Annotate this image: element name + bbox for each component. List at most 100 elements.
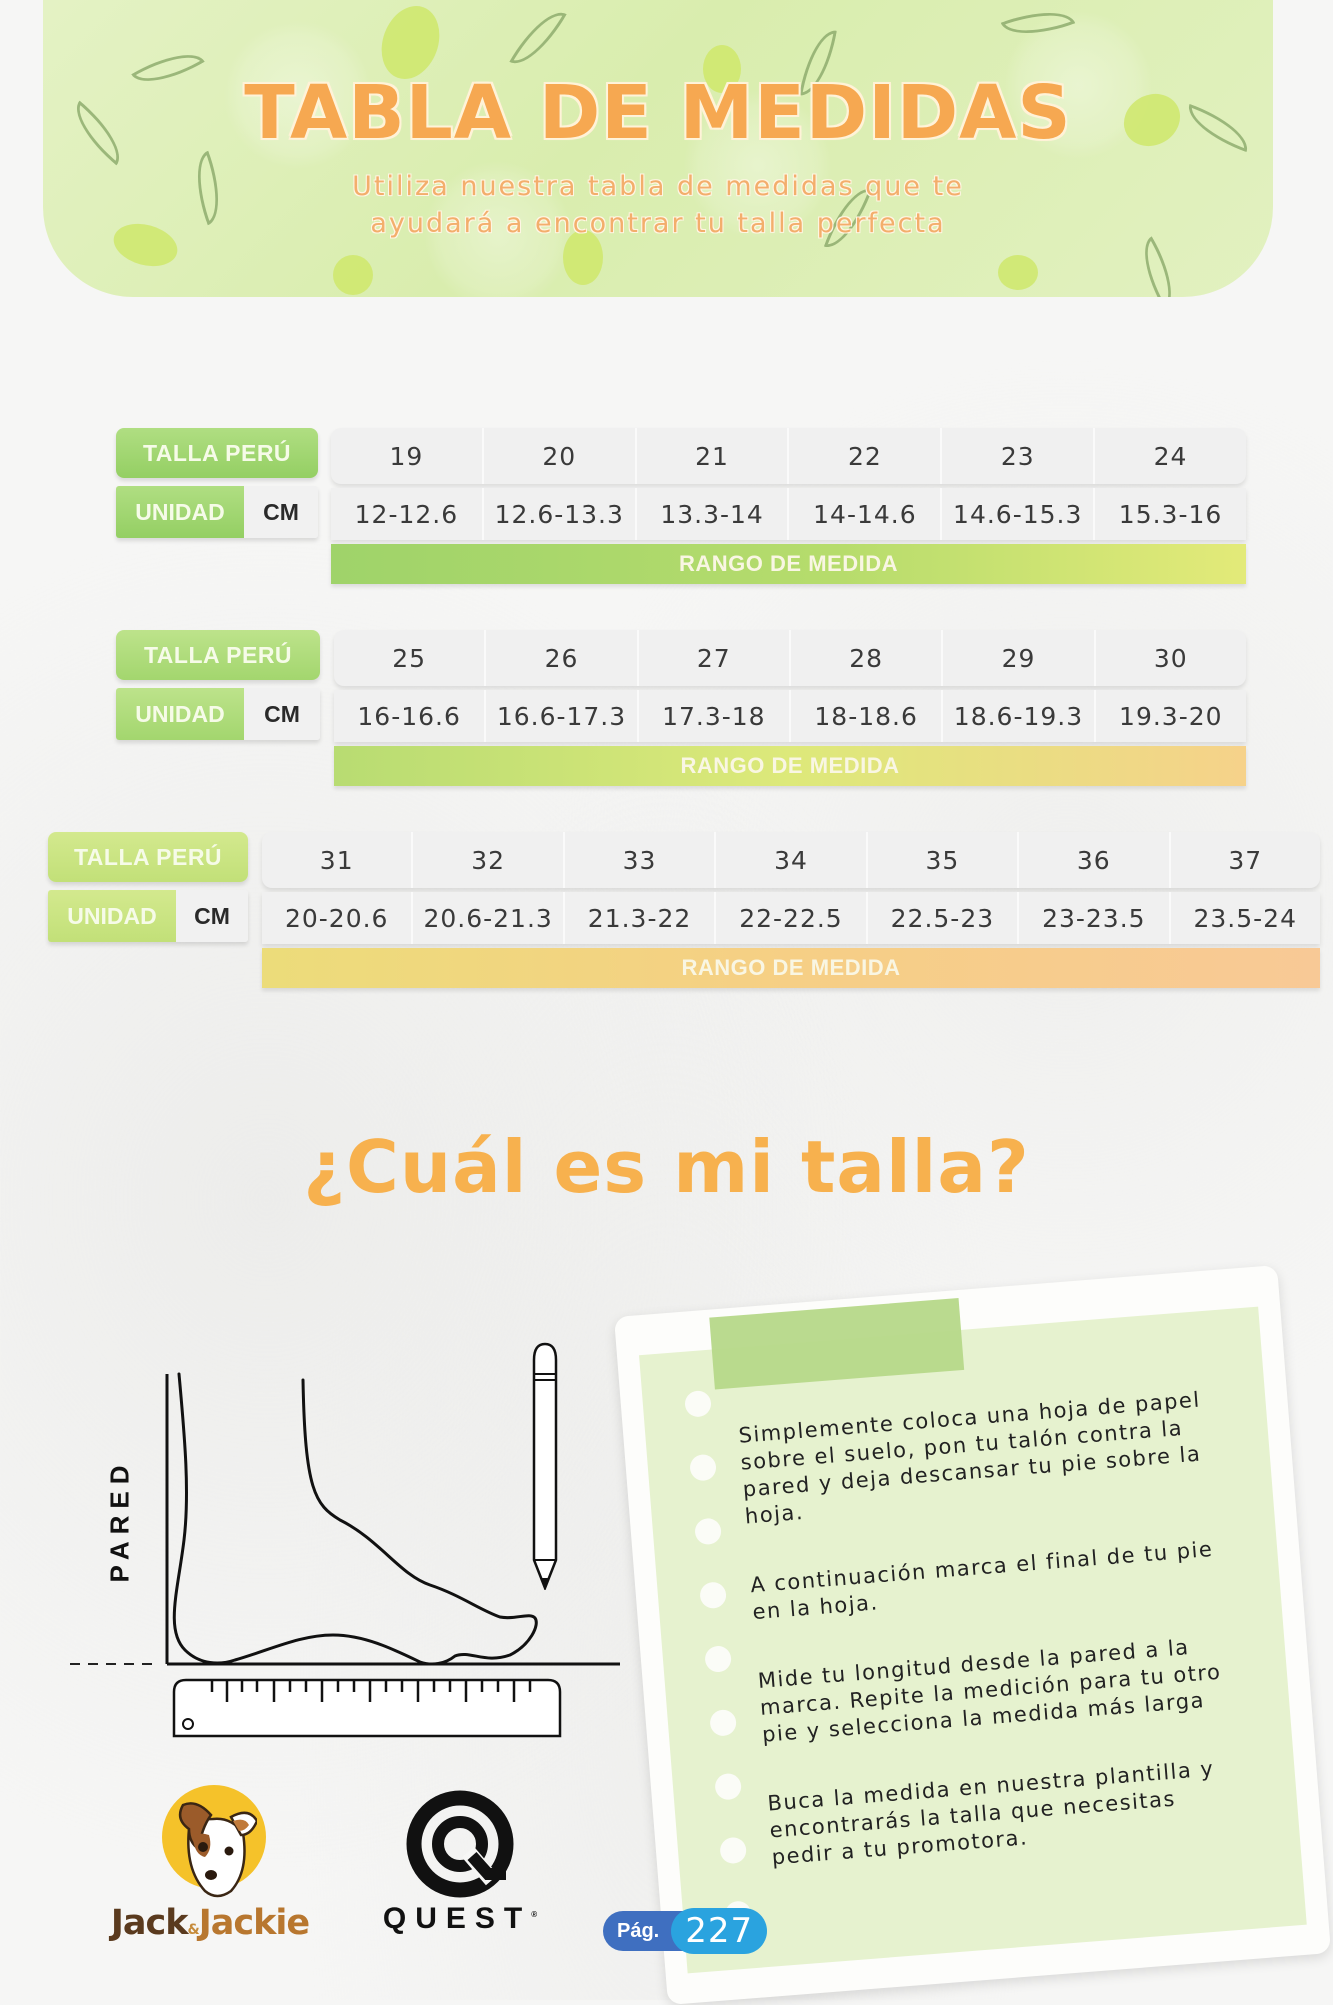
size-cell: 19 bbox=[331, 428, 484, 484]
flower-decoration bbox=[423, 160, 573, 297]
size-cell: 29 bbox=[943, 630, 1096, 686]
unidad-label: UNIDAD bbox=[116, 486, 244, 538]
leaf-decoration bbox=[1129, 236, 1187, 297]
cm-cell: 16-16.6 bbox=[334, 690, 487, 742]
size-cell: 31 bbox=[262, 832, 414, 888]
binder-hole bbox=[699, 1581, 728, 1610]
howto-title: ¿Cuál es mi talla? bbox=[303, 1125, 1030, 1209]
subtitle-line-1: Utiliza nuestra tabla de medidas que te bbox=[352, 171, 964, 202]
sizes-row: 25 26 27 28 29 30 bbox=[334, 630, 1246, 686]
page-number: 227 bbox=[671, 1908, 768, 1954]
jack-jackie-wordmark: Jack&Jackie bbox=[100, 1903, 320, 1943]
cm-cell: 23.5-24 bbox=[1193, 903, 1297, 933]
quest-name: QUEST bbox=[382, 1902, 532, 1935]
talla-peru-label: TALLA PERÚ bbox=[116, 428, 318, 478]
size-cell: 20 bbox=[484, 428, 637, 484]
size-table-1: TALLA PERÚ UNIDAD CM 19 20 21 22 23 24 1… bbox=[116, 428, 1246, 588]
binder-hole bbox=[704, 1645, 733, 1674]
blob-decoration bbox=[333, 255, 373, 295]
cm-range-row: 20-20.6 20.6-21.3 21.3-22 22-22.5 22.5-2… bbox=[262, 892, 1320, 944]
leaf-decoration bbox=[509, 1, 567, 75]
page-subtitle: Utiliza nuestra tabla de medidas que te … bbox=[43, 168, 1273, 242]
cm-range-row: 16-16.6 16.6-17.3 17.3-18 18-18.6 18.6-1… bbox=[334, 690, 1246, 742]
foot-outline-icon bbox=[70, 1372, 620, 1666]
binder-hole bbox=[689, 1453, 718, 1482]
blob-decoration bbox=[703, 45, 741, 93]
trademark-symbol: ® bbox=[531, 1910, 538, 1919]
size-cell: 32 bbox=[413, 832, 565, 888]
cm-range-row: 12-12.6 12.6-13.3 13.3-14 14-14.6 14.6-1… bbox=[331, 488, 1246, 540]
binder-hole bbox=[709, 1708, 738, 1737]
unit-cm: CM bbox=[176, 890, 248, 942]
size-cell: 37 bbox=[1228, 845, 1263, 875]
size-cell: 22 bbox=[789, 428, 943, 484]
cm-cell: 18-18.6 bbox=[791, 690, 944, 742]
size-cell: 35 bbox=[868, 832, 1020, 888]
page-title: TABLA DE MEDIDAS bbox=[244, 70, 1072, 156]
flower-decoration bbox=[683, 90, 833, 240]
size-cell: 30 bbox=[1153, 643, 1188, 673]
blob-decoration bbox=[563, 230, 603, 285]
instructions-text: Simplemente coloca una hoja de papel sob… bbox=[738, 1386, 1245, 1913]
binder-hole bbox=[684, 1389, 712, 1418]
cm-cell: 23-23.5 bbox=[1019, 892, 1171, 944]
size-cell: 33 bbox=[565, 832, 717, 888]
cm-cell: 14-14.6 bbox=[789, 488, 943, 540]
cm-cell: 12.6-13.3 bbox=[484, 488, 637, 540]
size-table-2: TALLA PERÚ UNIDAD CM 25 26 27 28 29 30 1… bbox=[116, 630, 1246, 790]
unit-cm: CM bbox=[244, 486, 318, 538]
ruler-icon bbox=[172, 1678, 562, 1738]
range-bar: RANGO DE MEDIDA bbox=[331, 544, 1246, 584]
unidad-label: UNIDAD bbox=[48, 890, 176, 942]
flower-decoration bbox=[223, 20, 373, 170]
jack-jackie-logo: Jack&Jackie bbox=[100, 1785, 320, 1955]
size-table-3: TALLA PERÚ UNIDAD CM 31 32 33 34 35 36 3… bbox=[48, 832, 1320, 992]
cm-cell: 14.6-15.3 bbox=[942, 488, 1096, 540]
binder-hole bbox=[714, 1772, 743, 1801]
size-cell: 26 bbox=[486, 630, 639, 686]
size-cell: 24 bbox=[1153, 441, 1188, 471]
brand-name-part-2: Jackie bbox=[198, 1903, 310, 1943]
dog-logo-icon bbox=[178, 1802, 257, 1898]
size-cell: 34 bbox=[716, 832, 868, 888]
cm-cell: 13.3-14 bbox=[637, 488, 790, 540]
binder-hole bbox=[694, 1517, 723, 1546]
unidad-label: UNIDAD bbox=[116, 688, 244, 740]
cm-cell: 19.3-20 bbox=[1119, 701, 1223, 731]
brand-name-part-1: Jack bbox=[110, 1903, 189, 1943]
size-cell: 21 bbox=[637, 428, 790, 484]
header-banner: TABLA DE MEDIDAS Utiliza nuestra tabla d… bbox=[43, 0, 1273, 297]
unit-cm: CM bbox=[244, 688, 320, 740]
quest-wordmark: QUEST® bbox=[380, 1902, 540, 1936]
unit-label: UNIDAD CM bbox=[116, 688, 320, 740]
talla-peru-label: TALLA PERÚ bbox=[116, 630, 320, 680]
step-3: Mide tu longitud desde la pared a la mar… bbox=[757, 1635, 1223, 1747]
cm-cell: 22-22.5 bbox=[716, 892, 868, 944]
cm-cell: 15.3-16 bbox=[1118, 499, 1223, 529]
brand-ampersand: & bbox=[187, 1922, 200, 1938]
blob-decoration bbox=[998, 255, 1038, 290]
size-cell: 27 bbox=[639, 630, 791, 686]
cm-cell: 22.5-23 bbox=[868, 892, 1020, 944]
cm-cell: 17.3-18 bbox=[639, 690, 791, 742]
step-2: A continuación marca el final de tu pie … bbox=[749, 1536, 1215, 1625]
quest-logo: QUEST® bbox=[380, 1790, 540, 1950]
unit-label: UNIDAD CM bbox=[48, 890, 248, 942]
instructions-note-card: Simplemente coloca una hoja de papel sob… bbox=[613, 1264, 1332, 2005]
cm-cell: 21.3-22 bbox=[565, 892, 717, 944]
range-bar: RANGO DE MEDIDA bbox=[334, 746, 1246, 786]
cm-cell: 20.6-21.3 bbox=[413, 892, 565, 944]
range-bar: RANGO DE MEDIDA bbox=[262, 948, 1320, 988]
binder-hole bbox=[719, 1836, 748, 1865]
sizes-row: 19 20 21 22 23 24 bbox=[331, 428, 1246, 484]
unit-label: UNIDAD CM bbox=[116, 486, 318, 538]
subtitle-line-2: ayudará a encontrar tu talla perfecta bbox=[370, 208, 946, 239]
cm-cell: 16.6-17.3 bbox=[486, 690, 639, 742]
size-cell: 23 bbox=[942, 428, 1096, 484]
quest-q-logo-icon bbox=[406, 1790, 514, 1898]
page-number-badge: Pág. 227 bbox=[603, 1908, 768, 1954]
foot-measure-diagram: PARED bbox=[60, 1320, 620, 1740]
pencil-icon bbox=[532, 1342, 558, 1590]
sizes-row: 31 32 33 34 35 36 37 bbox=[262, 832, 1320, 888]
size-cell: 36 bbox=[1019, 832, 1171, 888]
